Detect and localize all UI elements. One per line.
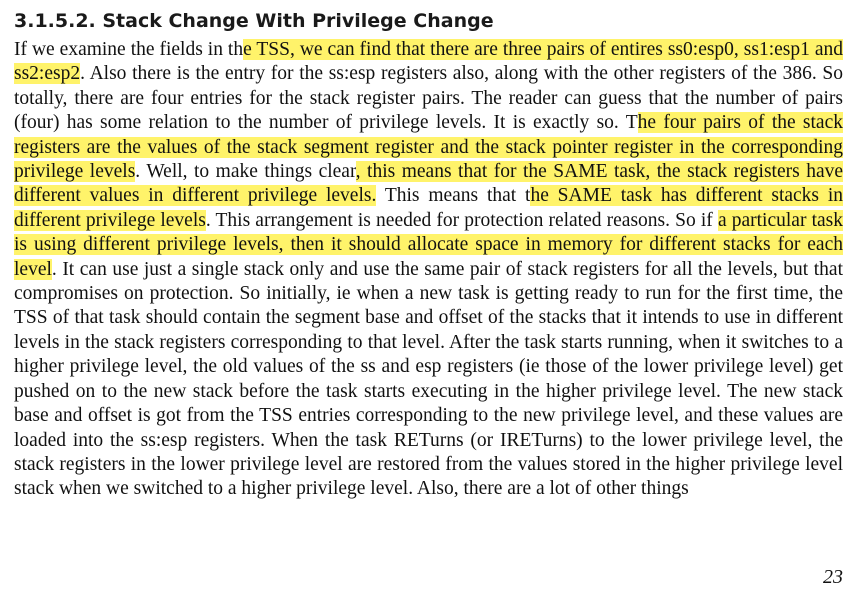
- text-segment: If we examine the fields in th: [14, 39, 244, 60]
- text-segment: . This arrangement is needed for protect…: [205, 209, 718, 231]
- section-heading: 3.1.5.2. Stack Change With Privilege Cha…: [14, 10, 494, 32]
- page-number: 23: [823, 566, 843, 588]
- document-page: 3.1.5.2. Stack Change With Privilege Cha…: [14, 8, 844, 502]
- text-segment: This means that t: [376, 185, 531, 207]
- text-segment: . Also there is the entry for the ss:esp…: [14, 63, 843, 134]
- text-segment: . Well, to make things clear: [135, 161, 356, 183]
- text-segment: . It can use just a single stack only an…: [14, 258, 843, 500]
- body-paragraph: If we examine the fields in the TSS, we …: [14, 38, 844, 502]
